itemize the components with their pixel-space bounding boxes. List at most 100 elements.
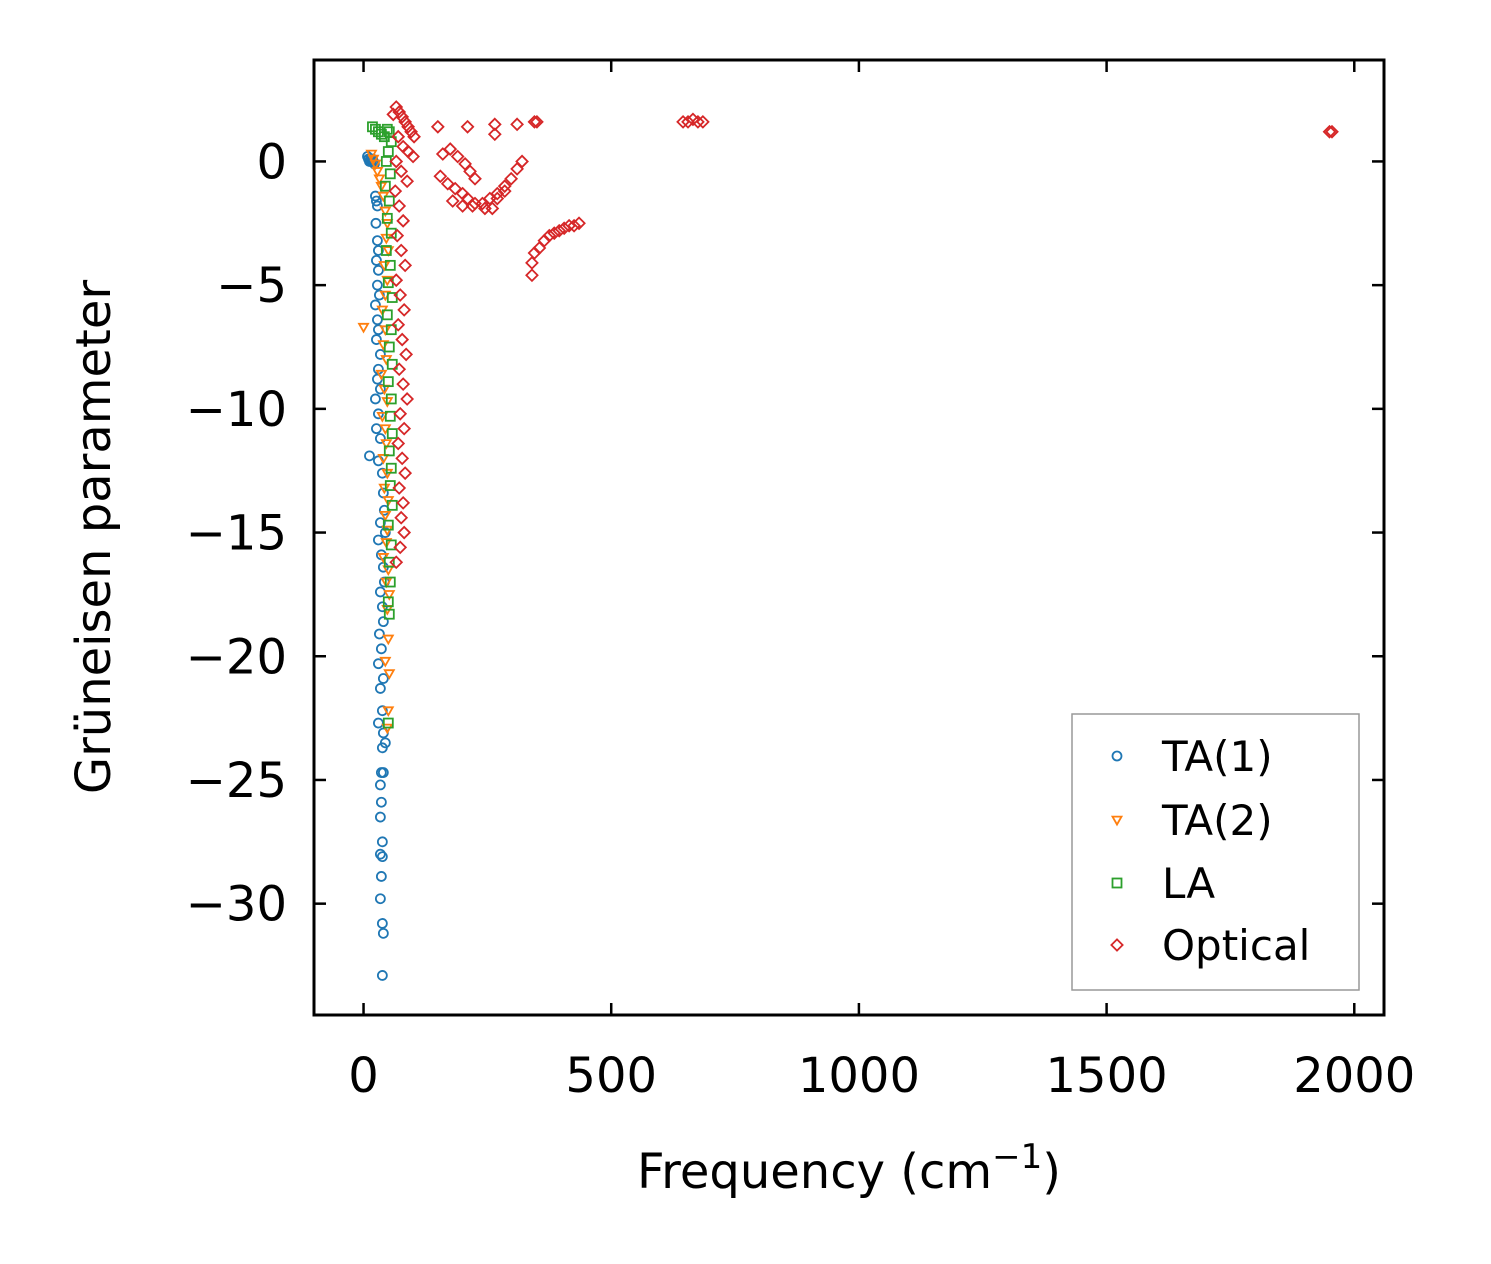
data-point	[373, 628, 385, 640]
data-point	[525, 255, 539, 270]
legend-label: TA(1)	[1161, 732, 1273, 781]
y-tick-label: −25	[186, 753, 287, 809]
data-point	[370, 299, 381, 311]
data-point	[375, 643, 387, 655]
legend-items: TA(1) TA(2) LA Optical	[1110, 732, 1310, 970]
data-point	[1322, 124, 1337, 139]
data-point	[379, 527, 391, 538]
legend-label: TA(2)	[1161, 796, 1273, 845]
x-axis-label: Frequency (cm−1)	[637, 1137, 1061, 1200]
data-point	[383, 556, 395, 568]
data-point	[374, 349, 386, 360]
data-point	[386, 499, 398, 511]
data-point	[381, 212, 393, 224]
data-point	[375, 796, 387, 808]
data-point	[376, 742, 388, 754]
data-point	[468, 171, 482, 186]
data-point	[379, 510, 392, 522]
data-point	[487, 117, 502, 132]
data-point	[527, 246, 542, 260]
data-point	[372, 717, 384, 729]
data-point	[372, 200, 383, 212]
data-point	[380, 245, 392, 256]
data-point	[383, 341, 395, 353]
data-point	[371, 195, 382, 207]
data-point	[404, 124, 418, 139]
data-point	[379, 180, 391, 192]
data-point	[374, 383, 386, 395]
data-point	[406, 149, 420, 164]
data-point	[497, 184, 512, 199]
data-point	[374, 683, 386, 694]
data-point	[398, 466, 413, 481]
data-point	[365, 149, 378, 161]
data-point	[380, 439, 393, 450]
data-point	[567, 218, 581, 233]
data-point	[371, 334, 382, 345]
data-point	[392, 105, 407, 119]
data-point	[381, 723, 394, 735]
data-point	[397, 525, 412, 540]
data-point	[443, 142, 458, 156]
data-point	[381, 309, 393, 321]
data-point	[373, 174, 386, 186]
data-point	[371, 167, 384, 178]
data-point	[389, 100, 404, 114]
legend-marker	[1110, 938, 1124, 952]
data-point	[386, 428, 398, 439]
data-point	[542, 228, 557, 243]
data-point	[391, 129, 406, 144]
legend-item: Optical	[1110, 921, 1310, 970]
data-point	[381, 123, 393, 135]
data-point	[401, 119, 416, 134]
data-point	[398, 258, 413, 273]
y-tick-label: −20	[186, 629, 287, 685]
data-point	[385, 227, 397, 239]
data-point	[400, 174, 415, 189]
data-point	[373, 289, 385, 301]
data-point	[527, 114, 542, 129]
data-point	[572, 216, 586, 231]
data-point	[381, 275, 394, 287]
data-point	[391, 317, 406, 332]
legend-item: TA(2)	[1110, 796, 1273, 845]
data-point	[376, 851, 388, 863]
data-point	[357, 322, 370, 334]
data-point	[374, 848, 386, 860]
data-point	[372, 279, 383, 291]
data-point	[397, 302, 412, 317]
data-point	[383, 608, 395, 620]
data-point	[552, 223, 567, 238]
data-point	[490, 191, 505, 206]
data-point	[393, 288, 408, 302]
data-point	[490, 186, 505, 201]
legend-item: LA	[1111, 859, 1215, 908]
data-point	[377, 616, 389, 628]
legend-marker	[1111, 750, 1123, 762]
x-tick-label: 1500	[1046, 1048, 1168, 1104]
data-point	[393, 540, 408, 555]
data-point	[547, 226, 562, 241]
data-point	[392, 199, 407, 213]
data-point	[504, 171, 519, 186]
data-point	[377, 673, 389, 684]
data-point	[374, 433, 386, 444]
data-point	[370, 393, 381, 405]
data-point	[371, 423, 382, 435]
data-point	[407, 129, 421, 144]
data-point	[384, 410, 396, 422]
data-point	[460, 119, 475, 134]
data-point	[383, 590, 396, 601]
data-point	[372, 264, 384, 276]
data-point	[394, 510, 409, 525]
data-point	[372, 235, 383, 247]
data-point	[380, 538, 393, 549]
data-point	[385, 462, 397, 474]
data-point	[384, 259, 396, 271]
data-point	[465, 199, 480, 213]
plot-frame	[312, 58, 1386, 1017]
data-point	[396, 495, 411, 510]
data-point	[385, 324, 397, 336]
data-point	[376, 705, 388, 717]
